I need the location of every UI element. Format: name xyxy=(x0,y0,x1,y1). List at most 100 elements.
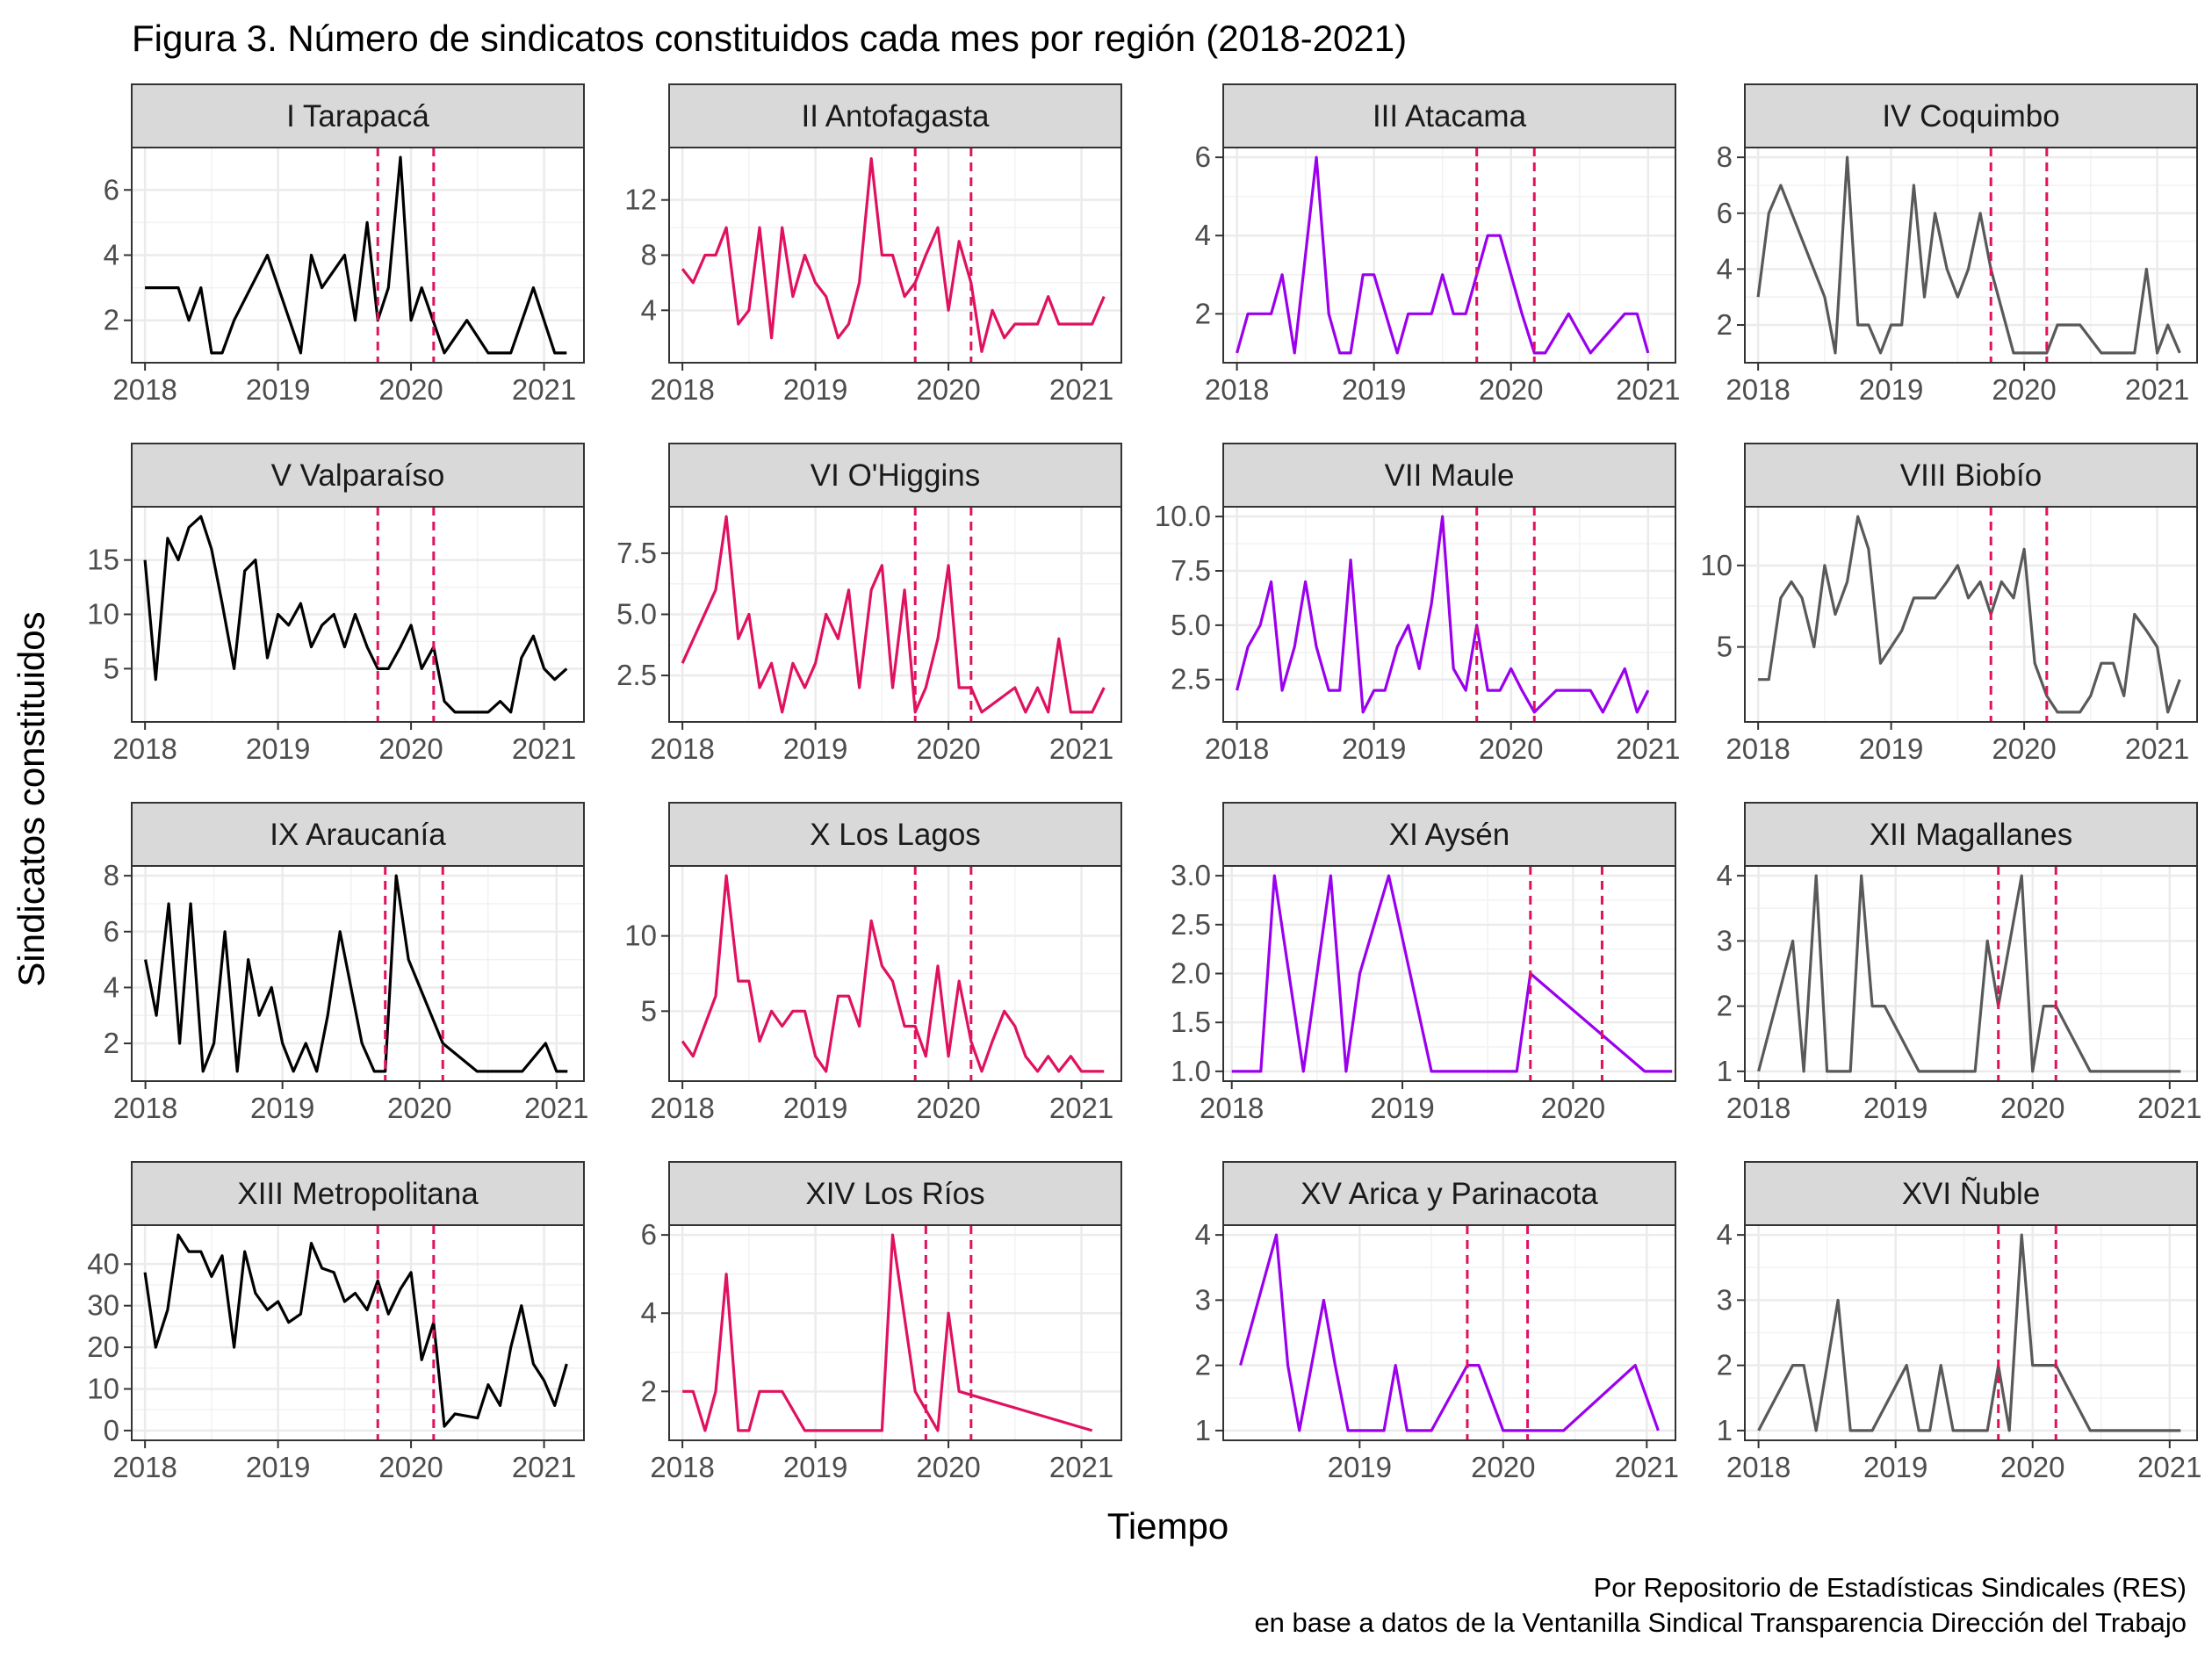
series-line xyxy=(143,515,568,714)
facet-panel: XVI Ñuble 2018 2019 2020 2021 1 2 3 4 xyxy=(1717,1161,2201,1483)
series-line xyxy=(681,874,1105,1073)
caption-line-1: Por Repositorio de Estadísticas Sindical… xyxy=(1594,1572,2187,1603)
panel-border xyxy=(668,1224,1122,1441)
x-axis-title: Tiempo xyxy=(1107,1505,1229,1547)
y-tick-label: 1 xyxy=(1717,1055,1733,1087)
x-tick-label: 2019 xyxy=(246,732,310,765)
panel-border xyxy=(131,865,585,1082)
y-tick-label: 10 xyxy=(87,598,119,631)
x-tick-label: 2018 xyxy=(650,732,714,765)
y-tick-label: 2 xyxy=(1717,308,1733,341)
x-tick-label: 2018 xyxy=(1726,1092,1790,1124)
caption-line-2: en base a datos de la Ventanilla Sindica… xyxy=(1254,1607,2187,1638)
x-tick-label: 2018 xyxy=(1205,373,1269,406)
y-tick-label: 6 xyxy=(104,915,119,948)
y-tick-label: 2 xyxy=(104,1027,119,1059)
y-tick-label: 5.0 xyxy=(1171,609,1211,641)
y-tick-label: 6 xyxy=(641,1218,657,1251)
y-tick-label: 10 xyxy=(1700,549,1733,581)
y-tick-label: 4 xyxy=(1717,1218,1733,1251)
facet-strip-label: IV Coquimbo xyxy=(1882,99,2059,133)
series-line xyxy=(1757,1233,2181,1432)
facet-strip-label: I Tarapacá xyxy=(286,99,429,133)
y-tick-label: 4 xyxy=(641,293,657,326)
x-tick-label: 2021 xyxy=(1049,1451,1113,1483)
x-tick-label: 2020 xyxy=(916,732,980,765)
facet-panel: VII Maule 2018 2019 2020 2021 2.5 5.0 7.5 10.0 xyxy=(1155,443,1680,765)
y-tick-label: 5 xyxy=(104,652,119,684)
panel-border xyxy=(131,506,585,723)
facet-strip-label: X Los Lagos xyxy=(810,818,981,852)
y-tick-label: 7.5 xyxy=(1171,554,1211,587)
x-tick-label: 2019 xyxy=(250,1092,314,1124)
y-tick-label: 1.0 xyxy=(1171,1055,1211,1087)
y-tick-label: 5 xyxy=(641,994,657,1027)
y-tick-label: 4 xyxy=(104,970,119,1003)
facet-strip xyxy=(668,83,1122,148)
y-tick-label: 10.0 xyxy=(1155,500,1211,532)
series-line xyxy=(681,515,1106,714)
x-tick-label: 2019 xyxy=(783,732,847,765)
series-line xyxy=(143,1233,568,1428)
x-tick-label: 2018 xyxy=(1205,732,1269,765)
y-tick-label: 2.5 xyxy=(1171,663,1211,696)
panel-border xyxy=(131,147,585,364)
facet-strip xyxy=(1222,83,1676,148)
series-line xyxy=(682,1233,1093,1432)
x-tick-label: 2018 xyxy=(112,1451,177,1483)
y-tick-label: 8 xyxy=(104,859,119,891)
facet-strip-label: XVI Ñuble xyxy=(1902,1177,2041,1211)
panel-border xyxy=(131,1224,585,1441)
facet-panel: IX Araucanía 2018 2019 2020 2021 2 4 6 8 xyxy=(104,802,588,1124)
facet-strip xyxy=(668,802,1122,867)
x-tick-label: 2018 xyxy=(113,1092,177,1124)
facet-panel: XIII Metropolitana 2018 2019 2020 2021 0 10 20 3… xyxy=(87,1161,585,1483)
facet-strip-label: VI O'Higgins xyxy=(811,458,980,493)
series-line xyxy=(1239,1233,1660,1432)
x-tick-label: 2021 xyxy=(524,1092,588,1124)
x-tick-label: 2019 xyxy=(1863,1451,1927,1483)
x-tick-label: 2021 xyxy=(512,373,576,406)
facet-strip xyxy=(668,443,1122,508)
facet-strip-label: XII Magallanes xyxy=(1870,818,2073,852)
panel-border xyxy=(1744,865,2198,1082)
series-line xyxy=(1758,515,2181,714)
x-tick-label: 2019 xyxy=(1370,1092,1434,1124)
panel-border xyxy=(1222,147,1676,364)
x-tick-label: 2021 xyxy=(512,1451,576,1483)
x-tick-label: 2021 xyxy=(2137,1451,2201,1483)
x-tick-label: 2021 xyxy=(1049,732,1113,765)
facet-strip-label: VII Maule xyxy=(1385,458,1515,493)
y-tick-label: 1 xyxy=(1195,1414,1211,1446)
facet-strip-label: XIV Los Ríos xyxy=(805,1177,984,1211)
facet-strip-label: XV Arica y Parinacota xyxy=(1301,1177,1598,1211)
facet-strip-label: III Atacama xyxy=(1373,99,1527,133)
y-tick-label: 20 xyxy=(87,1331,119,1363)
facet-panel: I Tarapacá 2018 2019 2020 2021 2 4 6 xyxy=(104,83,585,406)
y-tick-label: 2 xyxy=(104,304,119,336)
x-tick-label: 2019 xyxy=(1342,373,1406,406)
y-tick-label: 2 xyxy=(1195,297,1211,329)
y-tick-label: 0 xyxy=(104,1414,119,1446)
panel-border xyxy=(1744,506,2198,723)
facet-panel: VI O'Higgins 2018 2019 2020 2021 2.5 5.0 7.5 xyxy=(616,443,1122,765)
facet-panel: II Antofagasta 2018 2019 2020 2021 4 8 12 xyxy=(624,83,1122,406)
panel-border xyxy=(1744,1224,2198,1441)
facet-strip xyxy=(131,1161,585,1226)
x-tick-label: 2020 xyxy=(916,1451,980,1483)
x-tick-label: 2020 xyxy=(1992,732,2056,765)
y-tick-label: 8 xyxy=(641,239,657,271)
series-line xyxy=(145,155,567,355)
y-tick-label: 7.5 xyxy=(616,537,657,569)
y-tick-label: 5.0 xyxy=(616,598,657,631)
x-tick-label: 2021 xyxy=(2137,1092,2201,1124)
facet-panel: XI Aysén 2018 2019 2020 1.0 1.5 2.0 2.5 3.0 xyxy=(1171,802,1676,1124)
x-tick-label: 2020 xyxy=(378,732,443,765)
facet-panel: VIII Biobío 2018 2019 2020 2021 5 10 xyxy=(1700,443,2198,765)
y-tick-label: 4 xyxy=(1195,219,1211,251)
series-line xyxy=(681,157,1106,353)
y-tick-label: 4 xyxy=(641,1296,657,1329)
x-tick-label: 2021 xyxy=(512,732,576,765)
panel-border xyxy=(668,506,1122,723)
y-tick-label: 3 xyxy=(1717,1283,1733,1316)
